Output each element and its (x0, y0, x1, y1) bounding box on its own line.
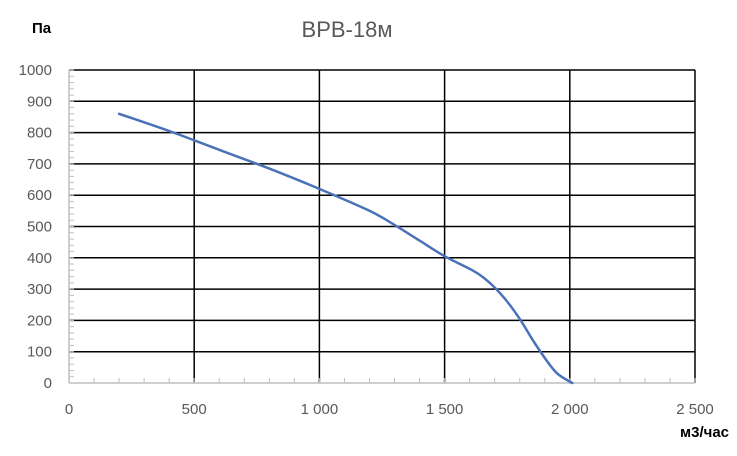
y-tick-label: 800 (27, 125, 52, 142)
y-tick-label: 900 (27, 93, 52, 110)
chart-title: ВРВ-18м (302, 17, 393, 42)
x-tick-label: 1 500 (426, 401, 464, 418)
x-tick-label: 500 (182, 401, 207, 418)
x-tick-label: 0 (65, 401, 73, 418)
y-tick-label: 200 (27, 312, 52, 329)
y-tick-label: 0 (44, 375, 52, 392)
y-tick-label: 1000 (19, 62, 52, 79)
y-tick-label: 300 (27, 281, 52, 298)
x-tick-label: 2 500 (676, 401, 714, 418)
y-tick-label: 400 (27, 250, 52, 267)
grid (69, 69, 696, 383)
y-tick-label: 500 (27, 219, 52, 236)
y-tick-label: 600 (27, 187, 52, 204)
y-axis-unit-label: Па (32, 20, 52, 37)
tick-labels: 0 100 200 300 400 500 600 700 800 900 1000 0 500 1 00… (19, 62, 714, 418)
x-tick-label: 2 000 (551, 401, 589, 418)
x-tick-label: 1 000 (301, 401, 339, 418)
y-tick-label: 100 (27, 344, 52, 361)
axes (68, 69, 696, 384)
series-line (117, 112, 574, 385)
series-layer (117, 112, 574, 385)
y-tick-label: 700 (27, 156, 52, 173)
x-axis-unit-label: м3/час (680, 424, 729, 441)
